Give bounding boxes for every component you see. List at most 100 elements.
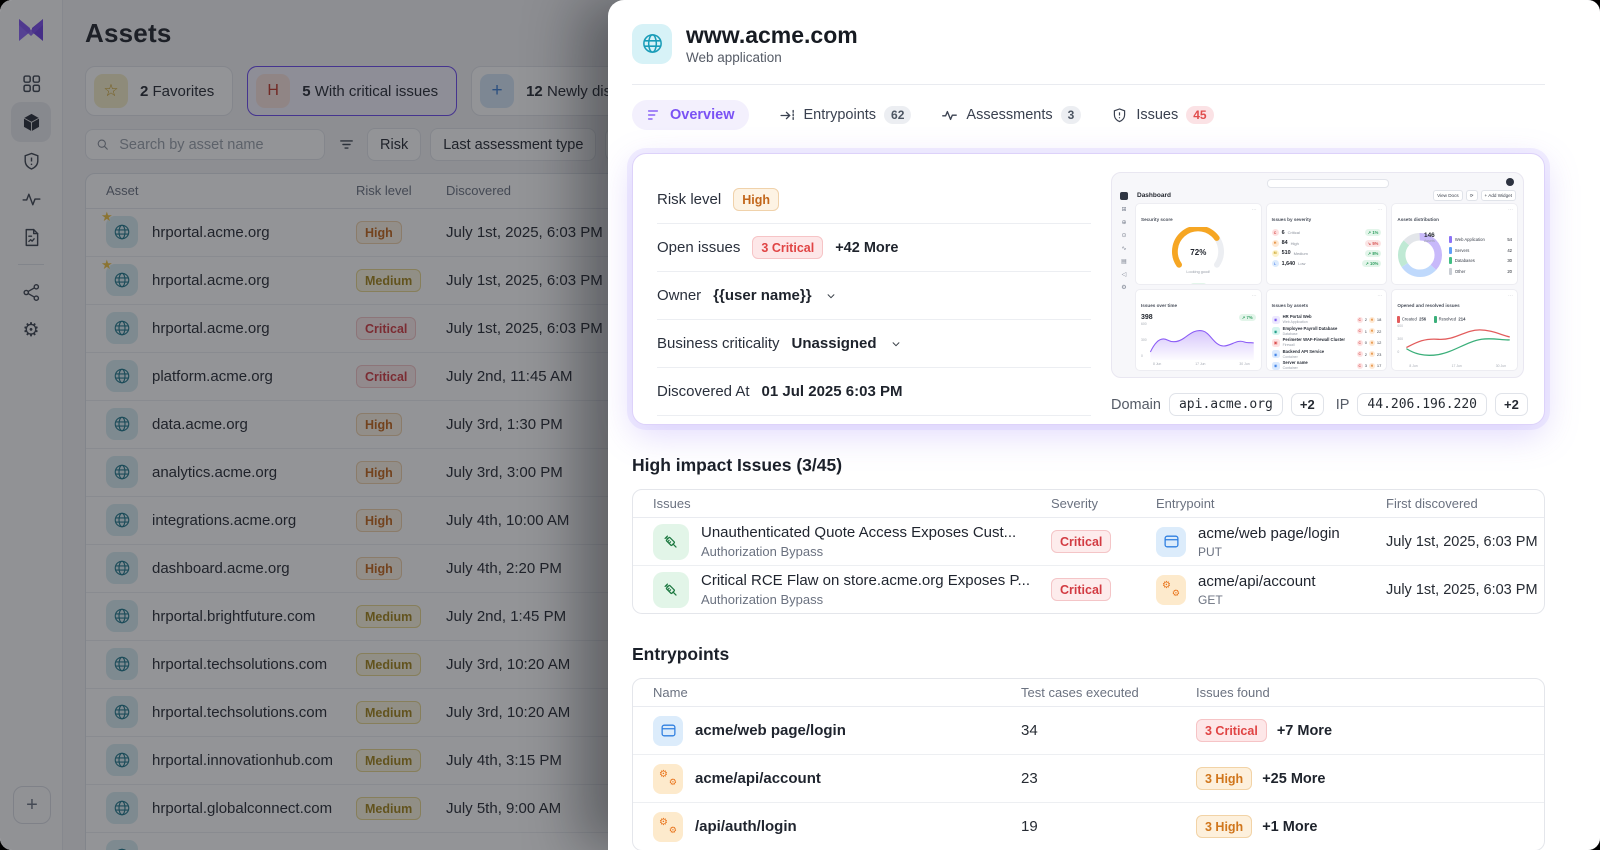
shield-alert-icon <box>1111 107 1128 124</box>
globe-icon <box>106 696 138 728</box>
favorite-star-icon: ★ <box>101 209 113 224</box>
nav-divider <box>18 264 44 265</box>
injection-syringe-icon <box>653 523 689 560</box>
card-menu-icon: ⋯ <box>1251 293 1257 300</box>
high-impact-issues-title: High impact Issues (3/45) <box>632 455 843 476</box>
tab-overview[interactable]: Overview <box>632 100 749 131</box>
severity-badge: Critical <box>1051 530 1112 554</box>
activity-icon <box>941 107 958 124</box>
filter-lines-icon[interactable] <box>334 129 358 160</box>
domain-more-chip[interactable]: +2 <box>1290 393 1324 417</box>
assets-toolbar: Risk Last assessment type <box>85 128 646 161</box>
nav-share-network-icon[interactable] <box>11 273 51 311</box>
globe-icon <box>106 648 138 680</box>
severity-badge: Critical <box>1051 578 1112 602</box>
owner-value[interactable]: {{user name}} <box>713 287 812 305</box>
brand-logo[interactable] <box>16 15 46 45</box>
risk-badge: Medium <box>356 269 422 292</box>
nav-assets-cube-icon[interactable] <box>11 102 51 142</box>
nav-dashboard-grid-icon[interactable] <box>11 64 51 102</box>
nav-report-doc-icon[interactable] <box>11 218 51 256</box>
risk-badge: Medium <box>356 653 422 676</box>
table-row[interactable]: data.acme.org High July 3rd, 1:30 PM <box>86 401 856 449</box>
risk-badge: Medium <box>356 749 422 772</box>
table-row[interactable]: integrations.acme.org High July 4th, 10:… <box>86 497 856 545</box>
entrypoint-row[interactable]: ⚙ ⚙ acme/api/account 23 3 High +25 More <box>633 755 1544 804</box>
overview-lines-icon <box>646 107 662 123</box>
more-issues-link[interactable]: +1 More <box>1262 818 1318 835</box>
nav-settings-gear-icon[interactable]: ⚙ <box>22 318 40 341</box>
table-row[interactable]: analytics.acme.org High July 3rd, 3:00 P… <box>86 449 856 497</box>
sidebar-add-button[interactable]: + <box>13 786 51 824</box>
owner-row: Owner {{user name}} <box>657 272 1091 321</box>
risk-badge: High <box>733 188 779 212</box>
asset-search[interactable] <box>85 129 325 160</box>
browser-window-icon <box>1156 526 1186 557</box>
header-divider <box>632 84 1545 86</box>
globe-icon <box>106 360 138 392</box>
chevron-down-icon[interactable] <box>826 291 836 301</box>
card-menu-icon: ⋯ <box>1251 207 1257 214</box>
issues-found-badge: 3 High <box>1196 767 1253 791</box>
risk-filter-dropdown[interactable]: Risk <box>367 128 422 161</box>
discovered-at-row: Discovered At 01 Jul 2025 6:03 PM <box>657 368 1091 417</box>
risk-badge: Medium <box>356 797 422 820</box>
issues-found-badge: 3 Critical <box>1196 719 1267 743</box>
issue-row[interactable]: Unauthenticated Quote Access Exposes Cus… <box>633 518 1544 567</box>
more-issues-link[interactable]: +7 More <box>1276 722 1333 739</box>
risk-badge: Critical <box>356 365 417 388</box>
table-row[interactable]: platform.acme.org Critical July 2nd, 11:… <box>86 353 856 401</box>
globe-icon <box>106 552 138 584</box>
card-menu-icon: ⋯ <box>1508 207 1513 214</box>
star-icon: ☆ <box>94 74 128 108</box>
preview-issues-over-time-card: Issues over time ⋯ 398 ↗ 7% 600 300 0 <box>1135 289 1262 372</box>
domain-chip[interactable]: api.acme.org <box>1168 393 1283 417</box>
risk-badge: Critical <box>356 317 417 340</box>
preview-add-widget-button: + Add Widget <box>1480 190 1516 202</box>
table-row[interactable]: hrportal.brightfuture.com Medium July 2n… <box>86 593 856 641</box>
entrypoints-title: Entrypoints <box>632 644 730 665</box>
business-criticality-row: Business criticality Unassigned <box>657 320 1091 369</box>
globe-icon <box>106 408 138 440</box>
table-row[interactable]: ★ hrportal.acme.org High July 1st, 2025,… <box>86 209 856 257</box>
tab-issues[interactable]: Issues 45 <box>1111 100 1214 130</box>
nav-activity-icon[interactable] <box>11 180 51 218</box>
nav-shield-alert-icon[interactable] <box>11 142 51 180</box>
issue-row[interactable]: Critical RCE Flaw on store.acme.org Expo… <box>633 566 1544 613</box>
chevron-down-icon[interactable] <box>891 339 901 349</box>
preview-browser-chrome <box>1117 177 1518 189</box>
table-row-partial[interactable] <box>86 833 856 850</box>
asset-subtitle: Web application <box>686 50 782 66</box>
tab-entrypoints[interactable]: Entrypoints 62 <box>779 100 912 130</box>
table-row[interactable]: ★ hrportal.acme.org Medium July 1st, 202… <box>86 257 856 305</box>
risk-badge: High <box>356 509 402 532</box>
entrypoint-row[interactable]: ⚙ ⚙ /api/auth/login 19 3 High +1 More <box>633 803 1544 850</box>
overview-fields: Risk level High Open issues 3 Critical +… <box>633 154 1091 424</box>
search-input[interactable] <box>117 135 314 154</box>
api-gears-icon: ⚙ ⚙ <box>653 811 683 842</box>
risk-badge: High <box>356 557 402 580</box>
table-row[interactable]: hrportal.techsolutions.com Medium July 3… <box>86 641 856 689</box>
card-menu-icon: ⋯ <box>1377 207 1383 214</box>
table-row[interactable]: dashboard.acme.org High July 4th, 2:20 P… <box>86 545 856 593</box>
last-assessment-type-dropdown[interactable]: Last assessment type <box>430 128 597 161</box>
favorite-star-icon: ★ <box>101 257 113 272</box>
globe-icon <box>106 504 138 536</box>
browser-window-icon <box>653 715 683 746</box>
table-row[interactable]: hrportal.innovationhub.com Medium July 4… <box>86 737 856 785</box>
table-row[interactable]: hrportal.globalconnect.com Medium July 5… <box>86 785 856 833</box>
table-row[interactable]: hrportal.techsolutions.com Medium July 3… <box>86 689 856 737</box>
tab-assessments[interactable]: Assessments 3 <box>941 100 1082 130</box>
more-issues-link[interactable]: +25 More <box>1262 770 1326 787</box>
table-row[interactable]: hrportal.acme.org Critical July 1st, 202… <box>86 305 856 353</box>
criticality-value[interactable]: Unassigned <box>791 335 877 353</box>
filter-favorites[interactable]: ☆ 2 Favorites <box>85 66 234 116</box>
filter-critical-issues[interactable]: H 5 With critical issues <box>247 66 458 116</box>
entrypoint-row[interactable]: acme/web page/login 34 3 Critical +7 Mor… <box>633 707 1544 756</box>
ip-chip[interactable]: 44.206.196.220 <box>1357 393 1487 417</box>
more-issues-link[interactable]: +42 More <box>835 239 899 256</box>
issues-count-badge: 45 <box>1186 106 1214 125</box>
risk-badge: Medium <box>356 701 422 724</box>
ip-more-chip[interactable]: +2 <box>1495 393 1528 417</box>
